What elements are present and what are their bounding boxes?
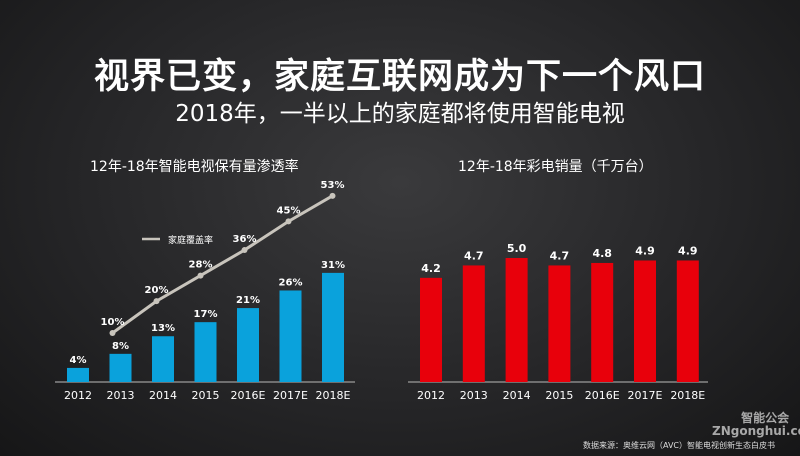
penetration-bar (279, 290, 302, 382)
bar-label: 4% (70, 355, 87, 366)
bar-label: 17% (194, 309, 218, 320)
sales-label: 5.0 (507, 242, 527, 255)
bar-label: 8% (112, 341, 129, 352)
right-x-tick: 2012 (417, 389, 445, 402)
coverage-point (285, 218, 292, 225)
penetration-bar (152, 336, 174, 382)
left-x-tick: 2015 (192, 389, 220, 402)
sales-label: 4.9 (635, 244, 655, 257)
sales-bar (548, 265, 571, 382)
right-x-tick: 2015 (545, 389, 573, 402)
coverage-point (241, 247, 248, 254)
sales-label: 4.9 (678, 244, 698, 257)
coverage-point (109, 330, 116, 336)
line-label: 20% (145, 285, 169, 296)
sales-label: 4.7 (464, 249, 484, 262)
line-label: 53% (321, 180, 345, 191)
line-label: 36% (233, 234, 257, 245)
bar-label: 21% (236, 295, 260, 306)
line-label: 45% (277, 205, 301, 216)
watermark-url: ZNgonghui.com (712, 424, 800, 438)
sales-label: 4.8 (592, 247, 612, 260)
bar-label: 31% (321, 260, 345, 271)
sales-label: 4.7 (550, 249, 570, 262)
line-label: 28% (189, 260, 213, 271)
sales-label: 4.2 (421, 262, 441, 275)
penetration-bar (322, 272, 344, 382)
right-x-tick: 2017E (628, 389, 663, 402)
coverage-point (153, 298, 160, 305)
sales-bar (505, 258, 528, 382)
watermark-logo: 智能公会 (741, 411, 790, 425)
penetration-bar (67, 367, 89, 382)
sales-bar (420, 277, 442, 382)
sales-bar (462, 265, 485, 382)
coverage-point (197, 272, 204, 279)
left-x-tick: 2013 (107, 389, 135, 402)
right-x-tick: 2018E (670, 389, 705, 402)
slide-title: 视界已变，家庭互联网成为下一个风口 (93, 57, 706, 97)
legend-label: 家庭覆盖率 (168, 234, 213, 246)
left-x-tick: 2014 (149, 389, 177, 402)
left-chart-title: 12年-18年智能电视保有量渗透率 (90, 159, 299, 175)
source-note: 数据来源：奥维云网（AVC）智能电视创新生态白皮书 (583, 441, 776, 450)
bar-label: 26% (279, 277, 303, 288)
left-x-tick: 2018E (316, 389, 351, 402)
slide-subtitle: 2018年，一半以上的家庭都将使用智能电视 (175, 101, 625, 127)
left-x-tick: 2016E (231, 389, 266, 402)
coverage-line (111, 194, 334, 335)
sales-bar (591, 262, 614, 382)
bar-label: 13% (151, 323, 175, 334)
right-x-tick: 2013 (460, 389, 488, 402)
sales-bar (634, 260, 656, 382)
right-chart-title: 12年-18年彩电销量（千万台） (458, 159, 653, 175)
left-x-tick: 2012 (64, 389, 92, 402)
penetration-bar (109, 353, 132, 382)
right-x-tick: 2014 (503, 389, 531, 402)
penetration-bar (237, 308, 259, 382)
coverage-point (329, 192, 336, 199)
sales-bar (676, 260, 699, 382)
right-x-tick: 2016E (585, 389, 620, 402)
line-label: 10% (101, 317, 125, 328)
left-x-tick: 2017E (273, 389, 308, 402)
penetration-bar (194, 322, 217, 382)
